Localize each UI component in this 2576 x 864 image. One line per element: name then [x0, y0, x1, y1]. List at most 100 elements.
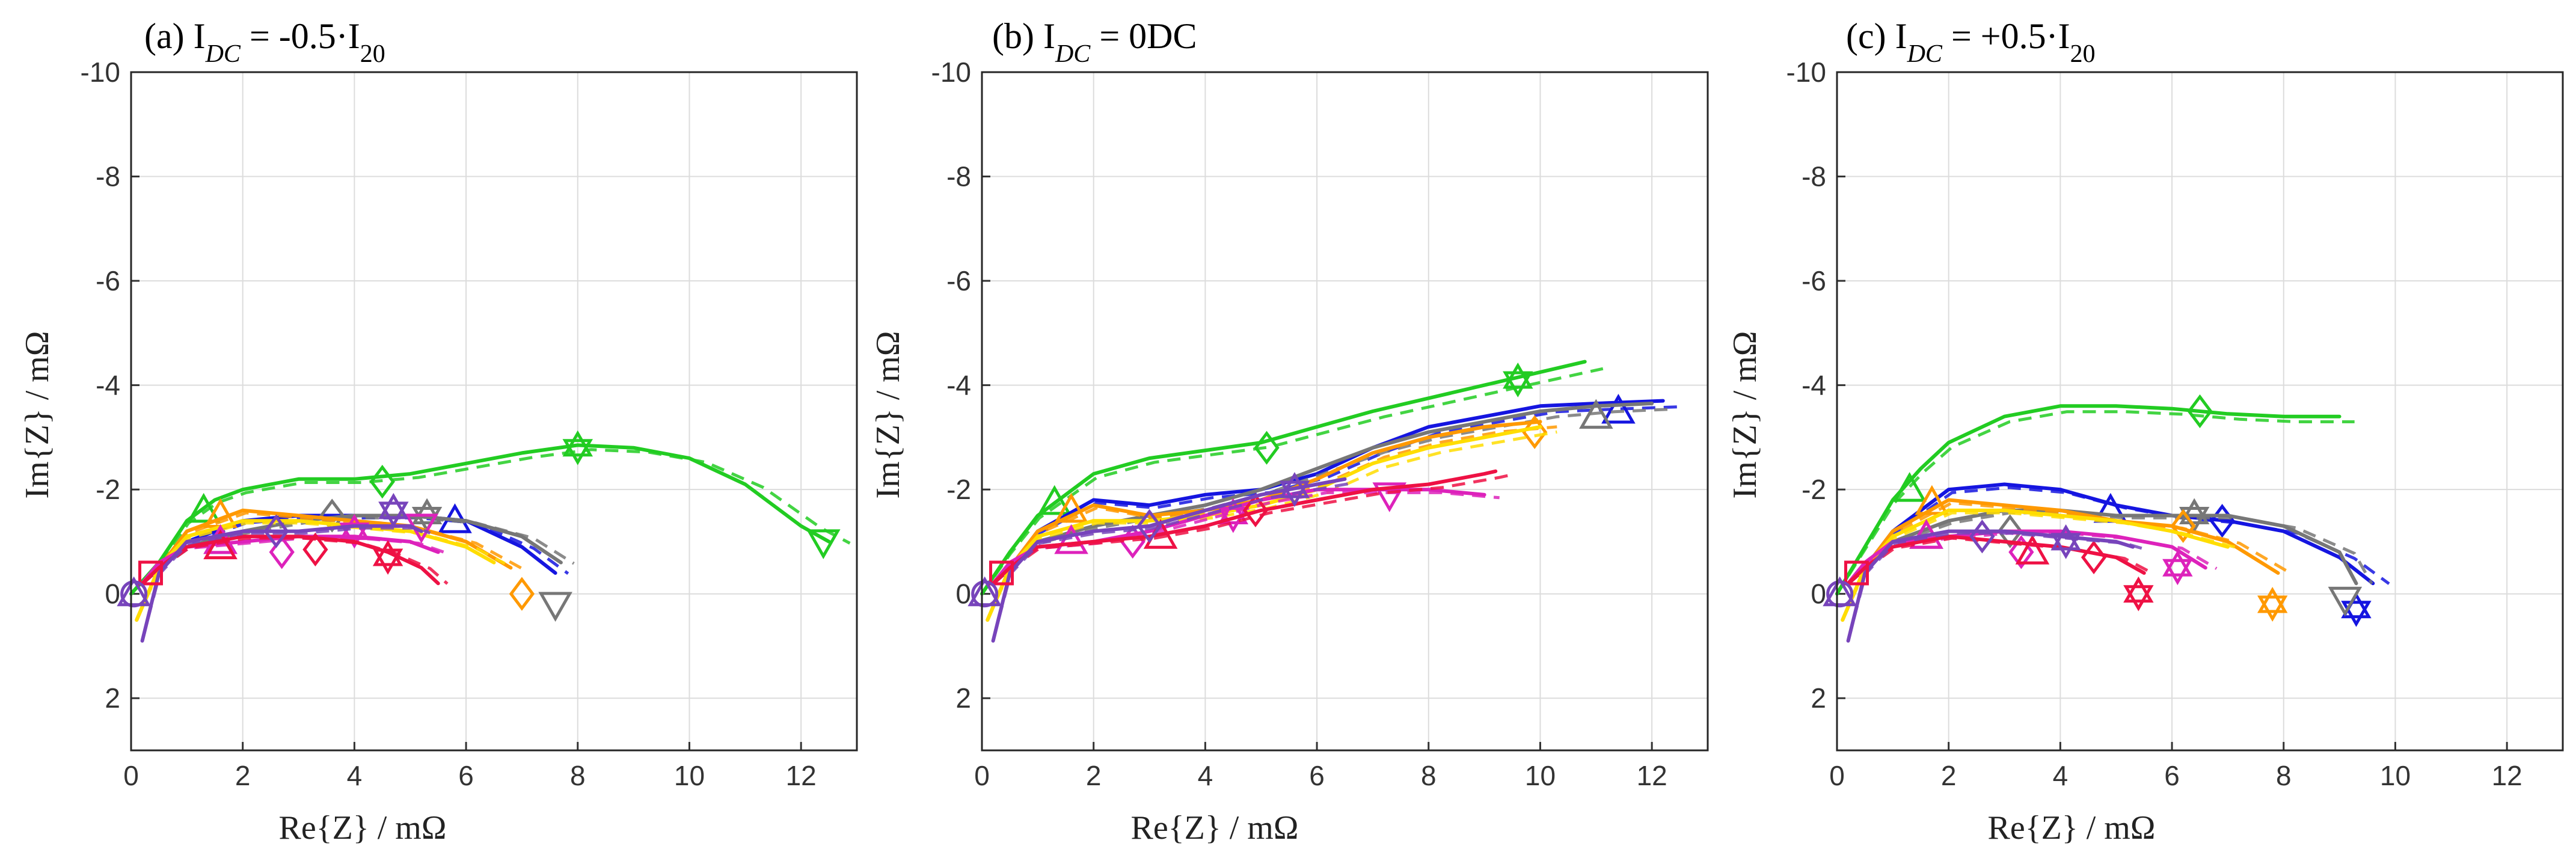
marker-red — [2081, 540, 2107, 575]
x-tick-label: 4 — [347, 760, 363, 791]
panel-a-ylabel: Im{Z} / mΩ — [19, 331, 56, 499]
panel-a-plot: 0 2 4 6 8 10 12 -10 -8 -6 -4 -2 0 2 — [81, 57, 858, 791]
panel-c: (c) IDC = +0.5·I20 0 2 4 6 8 10 12-10-8-6-4-20… — [1726, 16, 2564, 847]
x-tick-label: 8 — [1421, 760, 1437, 791]
series-fit-green — [130, 448, 851, 595]
marker-purple — [263, 514, 289, 548]
x-tick-label: 2 — [235, 760, 251, 791]
x-tick-label: 8 — [2276, 760, 2292, 791]
marker-purple — [1279, 472, 1310, 498]
marker-red — [2123, 576, 2154, 603]
marker-square — [989, 560, 1014, 586]
panel-c-title: (c) IDC = +0.5·I20 — [1846, 16, 2096, 68]
marker-gray — [1578, 399, 1613, 429]
y-tick-label: -2 — [1802, 474, 1826, 505]
x-tick-label: 0 — [974, 760, 990, 791]
marker-green — [562, 430, 593, 457]
marker-blue — [1601, 393, 1636, 424]
plot-frame — [981, 71, 1709, 752]
x-tick-label: 6 — [458, 760, 474, 791]
y-tick-label: -2 — [946, 474, 971, 505]
x-tick-label: 0 — [123, 760, 139, 791]
marker-gray — [2328, 586, 2363, 617]
marker-gray — [1997, 514, 2023, 548]
panel-b: (b) IDC = 0DC 0 2 4 6 8 10 12 -10 -8 -6 -4 -2 0 2 Re{… — [869, 16, 1709, 847]
panel-b-xlabel: Re{Z} / mΩ — [1131, 809, 1299, 847]
y-tick-label: -6 — [1802, 265, 1826, 296]
marker-gray — [411, 498, 443, 525]
panel-a: (a) IDC = -0.5·I20 0 2 4 6 8 10 12-10-8-6-4-20… — [19, 16, 858, 847]
marker-purple-b — [2050, 533, 2081, 559]
marker-square — [138, 560, 163, 586]
marker-purple-b — [378, 501, 409, 528]
plot-background — [131, 72, 857, 750]
series-line-orange — [986, 420, 1542, 622]
panel-b-ylabel: Im{Z} / mΩ — [869, 331, 907, 499]
series-fit-magenta — [141, 536, 448, 585]
marker-purple — [1969, 519, 1995, 554]
y-tick-label: 0 — [955, 578, 971, 610]
marker-orange — [509, 577, 535, 611]
series-fit-green — [1835, 410, 2355, 595]
x-tick-label: 4 — [2053, 760, 2068, 791]
marker-green — [369, 464, 395, 499]
marker-circle — [971, 580, 999, 608]
marker-red — [1242, 493, 1269, 528]
panel-c-xlabel: Re{Z} / mΩ — [1988, 809, 2156, 847]
marker-gray — [319, 498, 345, 533]
y-tick-label: 0 — [105, 578, 120, 610]
series-line-yellow — [986, 425, 1542, 622]
y-tick-label: -10 — [81, 57, 120, 88]
marker-magenta — [2162, 550, 2193, 577]
y-tick-label: -4 — [946, 370, 971, 401]
marker-green-b — [562, 439, 593, 465]
marker-green — [1892, 472, 1927, 502]
x-tick-label: 10 — [2380, 760, 2411, 791]
plot-frame — [1836, 71, 2564, 752]
panel-b-plot: 0 2 4 6 8 10 12 -10 -8 -6 -4 -2 0 2 — [931, 57, 1709, 791]
y-tick-label: -6 — [96, 265, 120, 296]
marker-red-b — [372, 548, 403, 575]
panel-a-xlabel: Re{Z} / mΩ — [279, 809, 447, 847]
x-tick-label: 2 — [1086, 760, 1102, 791]
marker-gray — [2179, 498, 2210, 525]
marker-gray — [538, 592, 572, 622]
marker-orange — [2170, 509, 2196, 544]
panel-b-title: (b) IDC = 0DC — [992, 16, 1197, 68]
x-tick-label: 12 — [2492, 760, 2522, 791]
marker-magenta — [1218, 498, 1249, 525]
series-fit-purple — [141, 526, 431, 640]
marker-circle — [1826, 580, 1854, 608]
marker-green — [1254, 430, 1280, 465]
y-tick-label: -4 — [1802, 370, 1826, 401]
marker-purple-b — [1279, 480, 1310, 507]
marker-green-b — [1503, 371, 1533, 397]
marker-orange — [2257, 587, 2288, 613]
series-fit-red — [992, 473, 1512, 585]
marker-red-b — [2123, 585, 2154, 611]
marker-green — [186, 492, 221, 523]
marker-magenta-b — [2162, 559, 2193, 586]
marker-green — [1503, 362, 1533, 389]
series-line-red — [991, 469, 1498, 586]
x-tick-label: 8 — [570, 760, 586, 791]
marker-green — [1037, 485, 1072, 515]
y-tick-label: -10 — [931, 57, 971, 88]
x-tick-label: 6 — [1309, 760, 1325, 791]
y-tick-label: -6 — [946, 265, 971, 296]
marker-purple — [2050, 524, 2081, 551]
y-tick-label: 2 — [1811, 682, 1826, 714]
x-tick-label: 4 — [1198, 760, 1213, 791]
series-line-purple — [991, 477, 1347, 643]
series-line-green — [1835, 404, 2341, 596]
panel-c-plot: 0 2 4 6 8 10 12 -10 -8 -6 -4 -2 0 2 — [1786, 57, 2564, 791]
x-tick-label: 10 — [674, 760, 705, 791]
marker-magenta-b — [339, 522, 370, 549]
marker-red — [372, 539, 403, 566]
marker-green — [2187, 394, 2213, 429]
series-fit-green — [980, 367, 1604, 595]
y-tick-label: -8 — [96, 161, 120, 192]
x-tick-label: 2 — [1941, 760, 1957, 791]
marker-orange — [1915, 485, 1949, 515]
